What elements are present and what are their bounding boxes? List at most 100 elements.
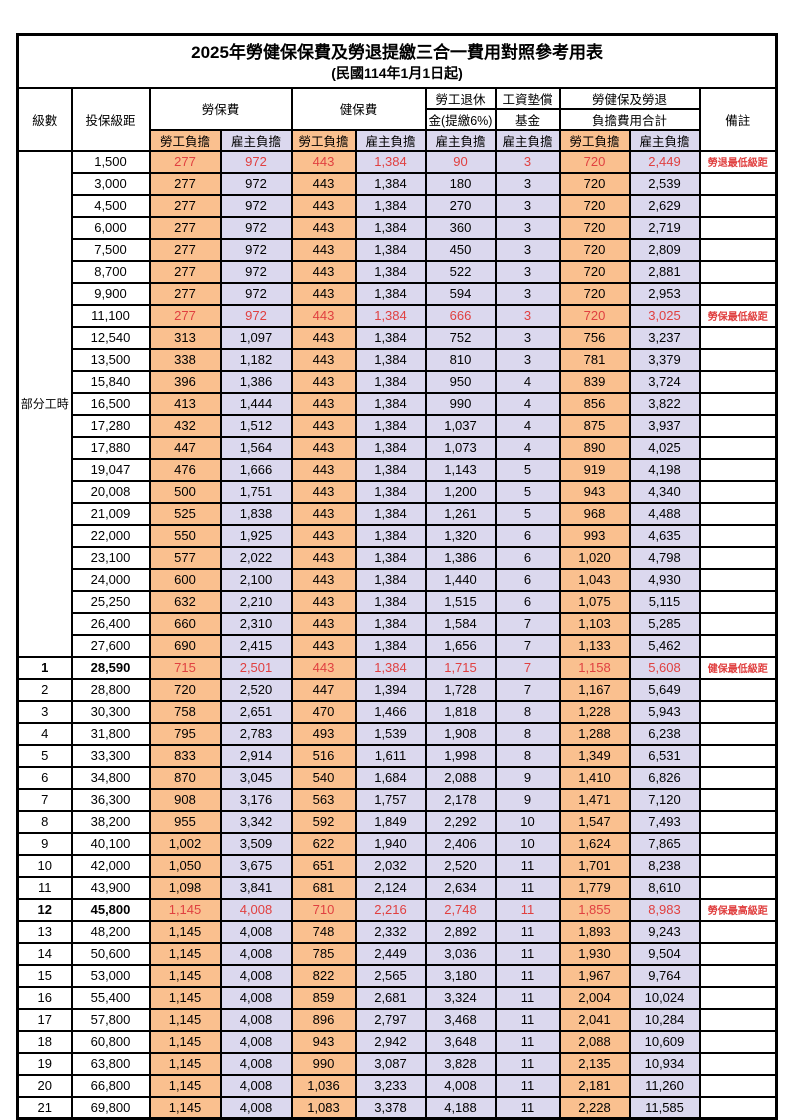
labor-ins-employee-cell: 277 (148, 171, 222, 196)
table-row: 13 48,200 1,145 4,008 748 2,332 2,892 11… (16, 919, 778, 944)
total-employer-cell: 7,493 (628, 809, 701, 834)
total-employee-cell: 720 (558, 215, 631, 240)
insured-bracket-cell: 33,300 (70, 743, 151, 768)
total-employee-cell: 2,041 (558, 1007, 631, 1032)
table-row: 24,000 600 2,100 443 1,384 1,440 6 1,043… (18, 567, 778, 592)
labor-ins-employee-cell: 955 (148, 809, 222, 834)
insured-bracket-cell: 66,800 (70, 1073, 151, 1098)
labor-ins-employee-cell: 277 (148, 259, 222, 284)
health-ins-employee-cell: 822 (290, 963, 357, 988)
level-cell: 6 (16, 765, 73, 790)
remark-cell (698, 457, 778, 482)
header-pension-line1: 勞工退休 (424, 86, 497, 110)
health-ins-employer-cell: 1,384 (354, 237, 427, 262)
total-employer-cell: 5,462 (628, 633, 701, 658)
insured-bracket-cell: 55,400 (70, 985, 151, 1010)
level-cell: 19 (16, 1051, 73, 1076)
table-header: 2025年勞健保保費及勞退提繳三合一費用對照參考用表 (民國114年1月1日起)… (16, 33, 778, 152)
remark-cell (698, 1095, 778, 1120)
health-ins-employer-cell: 1,384 (354, 523, 427, 548)
health-ins-employer-cell: 1,384 (354, 545, 427, 570)
pension-employer-cell: 2,292 (424, 809, 497, 834)
insured-bracket-cell: 24,000 (70, 567, 151, 592)
header-total-line1: 勞健保及勞退 (558, 86, 701, 110)
table-row: 7 36,300 908 3,176 563 1,757 2,178 9 1,4… (16, 787, 778, 812)
wage-fund-employer-cell: 5 (494, 457, 561, 482)
pension-employer-cell: 3,468 (424, 1007, 497, 1032)
health-ins-employee-cell: 540 (290, 765, 357, 790)
pension-employer-cell: 1,715 (424, 655, 497, 680)
health-ins-employee-cell: 443 (290, 303, 357, 328)
remark-cell (698, 1007, 778, 1032)
labor-ins-employer-cell: 4,008 (219, 985, 293, 1010)
pension-employer-cell: 1,037 (424, 413, 497, 438)
wage-fund-employer-cell: 3 (494, 237, 561, 262)
remark-cell (698, 809, 778, 834)
labor-ins-employer-cell: 1,512 (219, 413, 293, 438)
labor-ins-employee-cell: 908 (148, 787, 222, 812)
labor-ins-employer-cell: 1,564 (219, 435, 293, 460)
labor-ins-employer-cell: 4,008 (219, 919, 293, 944)
health-ins-employer-cell: 1,384 (354, 149, 427, 174)
remark-cell (698, 215, 778, 240)
table-row: 17 57,800 1,145 4,008 896 2,797 3,468 11… (16, 1007, 778, 1032)
remark-cell (698, 193, 778, 218)
insured-bracket-cell: 28,590 (70, 655, 151, 680)
pension-employer-cell: 1,073 (424, 435, 497, 460)
labor-ins-employer-cell: 4,008 (219, 963, 293, 988)
labor-ins-employee-cell: 1,145 (148, 1051, 222, 1076)
subheader-labor-employee: 勞工負擔 (148, 128, 222, 152)
table-row: 6,000 277 972 443 1,384 360 3 720 2,719 (18, 215, 778, 240)
labor-ins-employer-cell: 4,008 (219, 1051, 293, 1076)
pension-employer-cell: 3,324 (424, 985, 497, 1010)
health-ins-employer-cell: 1,384 (354, 171, 427, 196)
health-ins-employer-cell: 1,384 (354, 457, 427, 482)
table-title-block: 2025年勞健保保費及勞退提繳三合一費用對照參考用表 (民國114年1月1日起) (16, 33, 778, 89)
labor-ins-employee-cell: 338 (148, 347, 222, 372)
total-employer-cell: 4,930 (628, 567, 701, 592)
labor-ins-employer-cell: 2,022 (219, 545, 293, 570)
remark-cell (698, 589, 778, 614)
pension-employer-cell: 950 (424, 369, 497, 394)
level-cell: 1 (16, 655, 73, 680)
pension-employer-cell: 2,406 (424, 831, 497, 856)
pension-employer-cell: 752 (424, 325, 497, 350)
labor-ins-employee-cell: 1,145 (148, 897, 222, 922)
table-row: 14 50,600 1,145 4,008 785 2,449 3,036 11… (16, 941, 778, 966)
health-ins-employee-cell: 516 (290, 743, 357, 768)
labor-ins-employer-cell: 4,008 (219, 941, 293, 966)
remark-cell (698, 765, 778, 790)
total-employer-cell: 6,826 (628, 765, 701, 790)
health-ins-employer-cell: 1,384 (354, 193, 427, 218)
health-ins-employee-cell: 443 (290, 215, 357, 240)
remark-cell (698, 501, 778, 526)
health-ins-employee-cell: 943 (290, 1029, 357, 1054)
labor-ins-employee-cell: 1,145 (148, 1095, 222, 1120)
health-ins-employer-cell: 2,124 (354, 875, 427, 900)
remark-cell (698, 567, 778, 592)
level-cell: 20 (16, 1073, 73, 1098)
wage-fund-employer-cell: 6 (494, 589, 561, 614)
pension-employer-cell: 1,908 (424, 721, 497, 746)
remark-cell (698, 985, 778, 1010)
wage-fund-employer-cell: 3 (494, 149, 561, 174)
total-employer-cell: 3,237 (628, 325, 701, 350)
insured-bracket-cell: 21,009 (70, 501, 151, 526)
labor-ins-employee-cell: 600 (148, 567, 222, 592)
labor-ins-employee-cell: 525 (148, 501, 222, 526)
total-employer-cell: 2,953 (628, 281, 701, 306)
labor-ins-employee-cell: 277 (148, 193, 222, 218)
health-ins-employer-cell: 1,384 (354, 391, 427, 416)
subheader-health-employee: 勞工負擔 (290, 128, 357, 152)
labor-ins-employee-cell: 1,145 (148, 1029, 222, 1054)
total-employer-cell: 3,822 (628, 391, 701, 416)
subheader-health-employer: 雇主負擔 (354, 128, 427, 152)
insured-bracket-cell: 69,800 (70, 1095, 151, 1120)
wage-fund-employer-cell: 10 (494, 809, 561, 834)
labor-ins-employer-cell: 3,342 (219, 809, 293, 834)
total-employee-cell: 1,103 (558, 611, 631, 636)
labor-ins-employee-cell: 632 (148, 589, 222, 614)
table-row: 22,000 550 1,925 443 1,384 1,320 6 993 4… (18, 523, 778, 548)
total-employee-cell: 875 (558, 413, 631, 438)
total-employer-cell: 4,798 (628, 545, 701, 570)
